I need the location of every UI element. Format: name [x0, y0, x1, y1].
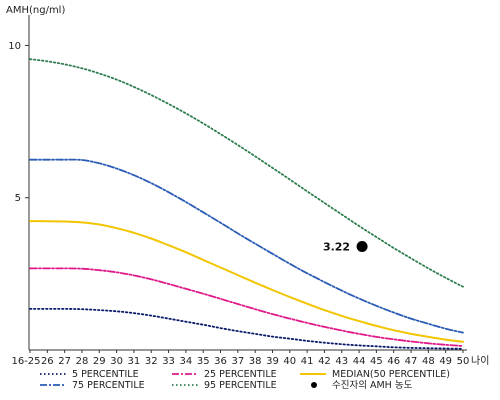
legend-label-75-percentile: 75 PERCENTILE: [72, 380, 145, 391]
series-line-median-50-percentile: [29, 220, 464, 343]
axes: AMH(ng/ml) 나이: [6, 5, 489, 367]
legend: 5 PERCENTILE 25 PERCENTILE MEDIAN(50 PERCE…: [40, 369, 450, 391]
patient-amh-marker: [356, 240, 368, 252]
x-tick-label: 30: [110, 356, 123, 367]
x-tick-label: 29: [93, 356, 106, 367]
series-lines: [29, 58, 464, 350]
x-tick-label: 50: [457, 356, 470, 367]
x-tick-label: 46: [387, 356, 400, 367]
x-tick-label: 36: [214, 356, 227, 367]
y-tick-label: 5: [15, 193, 21, 204]
legend-label-5-percentile: 5 PERCENTILE: [72, 369, 139, 380]
x-tick-label: 45: [370, 356, 383, 367]
legend-label-95-percentile: 95 PERCENTILE: [204, 380, 277, 391]
x-tick-label: 49: [439, 356, 452, 367]
x-tick-label: 32: [145, 356, 158, 367]
x-tick-label: 33: [162, 356, 175, 367]
y-tick-label: 10: [8, 41, 21, 52]
x-tick-label: 40: [283, 356, 296, 367]
x-tick-label: 44: [353, 356, 366, 367]
legend-label-median-50-percentile: MEDIAN(50 PERCENTILE): [332, 369, 450, 380]
x-tick-label: 37: [231, 356, 244, 367]
x-tick-label: 31: [128, 356, 141, 367]
x-tick-label: 41: [301, 356, 314, 367]
x-tick-label: 43: [335, 356, 348, 367]
series-line-75-percentile: [29, 158, 464, 334]
x-tick-label: 38: [249, 356, 262, 367]
series-line-95-percentile: [29, 58, 464, 288]
x-tick-label: 34: [180, 356, 193, 367]
x-tick-label: 48: [422, 356, 435, 367]
patient-marker-group: 3.22: [323, 240, 368, 253]
x-tick-label: 39: [266, 356, 279, 367]
legend-label-patient: 수진자의 AMH 농도: [332, 380, 413, 391]
y-axis-title: AMH(ng/ml): [6, 5, 65, 16]
legend-label-25-percentile: 25 PERCENTILE: [204, 369, 277, 380]
series-line-5-percentile: [29, 307, 464, 350]
x-axis-title: 나이: [471, 355, 489, 367]
x-tick-label: 16-25: [11, 356, 40, 367]
series-line-25-percentile: [29, 267, 464, 347]
x-tick-label: 28: [76, 356, 89, 367]
patient-amh-value-label: 3.22: [323, 240, 350, 253]
x-tick-label: 35: [197, 356, 210, 367]
x-tick-label: 27: [58, 356, 71, 367]
x-tick-label: 42: [318, 356, 331, 367]
y-ticks: 5 10: [8, 41, 29, 204]
x-tick-label: 47: [405, 356, 418, 367]
x-tick-label: 26: [41, 356, 54, 367]
x-ticks: 16-25 26 27 28 29 30 31 32 33 34 35 36 37 38 39 40 41 42 4…: [11, 350, 469, 367]
legend-swatch-patient: [311, 382, 317, 388]
